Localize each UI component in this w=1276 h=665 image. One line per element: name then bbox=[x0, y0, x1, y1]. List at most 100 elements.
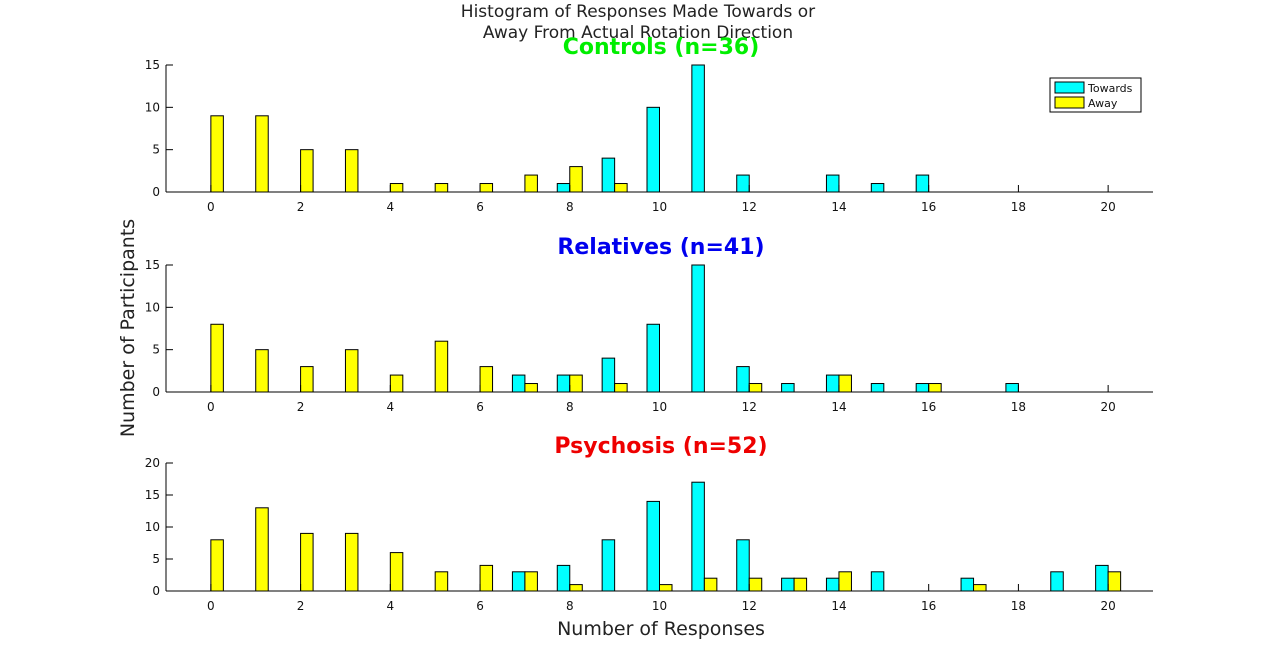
bar-away-2 bbox=[300, 532, 314, 592]
bar-towards-11 bbox=[691, 64, 705, 193]
bar-towards-14 bbox=[825, 174, 840, 193]
x-tick-label: 0 bbox=[207, 400, 215, 414]
x-tick-label: 4 bbox=[386, 200, 394, 214]
bar-away-5 bbox=[434, 340, 449, 393]
bar-away-3 bbox=[344, 149, 359, 193]
x-tick-label: 4 bbox=[386, 599, 394, 613]
y-tick-label: 5 bbox=[152, 343, 160, 357]
panel-title: Controls (n=36) bbox=[563, 35, 760, 60]
x-tick-label: 10 bbox=[652, 200, 667, 214]
bar-towards-14 bbox=[825, 577, 840, 592]
x-tick-label: 4 bbox=[386, 400, 394, 414]
x-tick-label: 2 bbox=[297, 599, 305, 613]
x-tick-label: 0 bbox=[207, 599, 215, 613]
bar-towards-12 bbox=[736, 174, 750, 193]
bar-away-2 bbox=[300, 149, 314, 193]
bar-away-0 bbox=[210, 539, 224, 592]
bar-away-4 bbox=[389, 552, 404, 592]
bar-away-1 bbox=[255, 507, 269, 592]
legend-swatch-towards bbox=[1054, 81, 1085, 94]
bar-towards-17 bbox=[960, 577, 975, 592]
x-tick-label: 8 bbox=[566, 599, 574, 613]
bar-towards-12 bbox=[736, 539, 750, 592]
bar-away-7 bbox=[524, 571, 538, 592]
x-tick-label: 18 bbox=[1011, 400, 1026, 414]
bar-away-5 bbox=[434, 571, 449, 592]
bar-away-14 bbox=[838, 374, 852, 393]
x-tick-label: 12 bbox=[742, 200, 757, 214]
y-tick-label: 0 bbox=[152, 385, 160, 399]
panel-1: Relatives (n=41) 0 5 10 15 0 2 4 6 8 10 12 14 16 18 20 bbox=[145, 235, 1153, 414]
x-tick-label: 10 bbox=[652, 599, 667, 613]
bar-away-11 bbox=[703, 577, 718, 592]
bar-away-3 bbox=[344, 532, 359, 592]
bar-towards-14 bbox=[825, 374, 840, 393]
x-tick-label: 6 bbox=[476, 400, 484, 414]
x-tick-label: 14 bbox=[831, 599, 846, 613]
bar-away-13 bbox=[793, 577, 808, 592]
figure-title-line-1: Histogram of Responses Made Towards or bbox=[461, 2, 815, 22]
x-tick-label: 18 bbox=[1011, 599, 1026, 613]
y-tick-label: 10 bbox=[145, 100, 160, 114]
y-tick-label: 10 bbox=[145, 300, 160, 314]
bar-away-6 bbox=[479, 564, 494, 592]
y-axis-label: Number of Participants bbox=[117, 219, 139, 437]
bar-towards-15 bbox=[870, 183, 885, 193]
bar-towards-11 bbox=[691, 481, 705, 592]
bar-towards-15 bbox=[870, 571, 885, 592]
y-tick-label: 15 bbox=[145, 258, 160, 272]
bar-towards-8 bbox=[556, 564, 571, 592]
bar-towards-16 bbox=[915, 174, 930, 193]
x-tick-label: 2 bbox=[297, 200, 305, 214]
legend-label-away: Away bbox=[1088, 97, 1118, 110]
x-tick-label: 20 bbox=[1100, 200, 1115, 214]
x-tick-label: 12 bbox=[742, 400, 757, 414]
bar-towards-18 bbox=[1005, 383, 1019, 393]
panel-2: Psychosis (n=52) 0 5 10 15 20 0 2 4 6 8 10 12 14 16 18 2… bbox=[145, 434, 1153, 613]
x-tick-label: 20 bbox=[1100, 400, 1115, 414]
x-tick-label: 20 bbox=[1100, 599, 1115, 613]
x-tick-label: 0 bbox=[207, 200, 215, 214]
x-tick-label: 14 bbox=[831, 200, 846, 214]
bar-towards-7 bbox=[511, 374, 526, 393]
bar-towards-9 bbox=[601, 157, 616, 193]
x-tick-label: 16 bbox=[921, 400, 936, 414]
legend-label-towards: Towards bbox=[1087, 82, 1133, 95]
bar-towards-19 bbox=[1050, 571, 1064, 592]
bar-away-14 bbox=[838, 571, 852, 592]
bar-towards-8 bbox=[556, 374, 571, 393]
bar-away-5 bbox=[434, 183, 449, 193]
bar-away-7 bbox=[524, 174, 538, 193]
bar-away-9 bbox=[614, 383, 628, 393]
x-tick-label: 10 bbox=[652, 400, 667, 414]
y-tick-label: 0 bbox=[152, 584, 160, 598]
bar-towards-8 bbox=[556, 183, 571, 193]
bar-away-9 bbox=[614, 183, 628, 193]
x-tick-label: 6 bbox=[476, 200, 484, 214]
bar-away-8 bbox=[569, 584, 583, 592]
bar-away-20 bbox=[1107, 571, 1122, 592]
x-tick-label: 14 bbox=[831, 400, 846, 414]
legend: Towards Away bbox=[1049, 77, 1142, 113]
panel-0: Controls (n=36) 0 5 10 15 0 2 4 6 8 10 12 14 16 18 20 To… bbox=[145, 35, 1153, 214]
figure-title-line-2: Away From Actual Rotation Direction bbox=[483, 23, 793, 43]
bar-towards-12 bbox=[736, 366, 750, 393]
y-tick-label: 15 bbox=[145, 488, 160, 502]
bar-towards-15 bbox=[870, 383, 885, 393]
bar-towards-10 bbox=[646, 323, 660, 393]
bar-towards-9 bbox=[601, 357, 616, 393]
bar-towards-10 bbox=[646, 500, 660, 592]
y-tick-label: 15 bbox=[145, 58, 160, 72]
bar-towards-13 bbox=[781, 383, 795, 393]
bar-away-0 bbox=[210, 115, 224, 193]
bar-towards-7 bbox=[511, 571, 526, 592]
bar-away-4 bbox=[389, 183, 404, 193]
bar-away-3 bbox=[344, 349, 359, 393]
x-tick-label: 2 bbox=[297, 400, 305, 414]
bar-towards-13 bbox=[781, 577, 795, 592]
bar-towards-9 bbox=[601, 539, 616, 592]
y-tick-label: 0 bbox=[152, 185, 160, 199]
bar-away-10 bbox=[659, 584, 673, 592]
bar-away-7 bbox=[524, 383, 538, 393]
